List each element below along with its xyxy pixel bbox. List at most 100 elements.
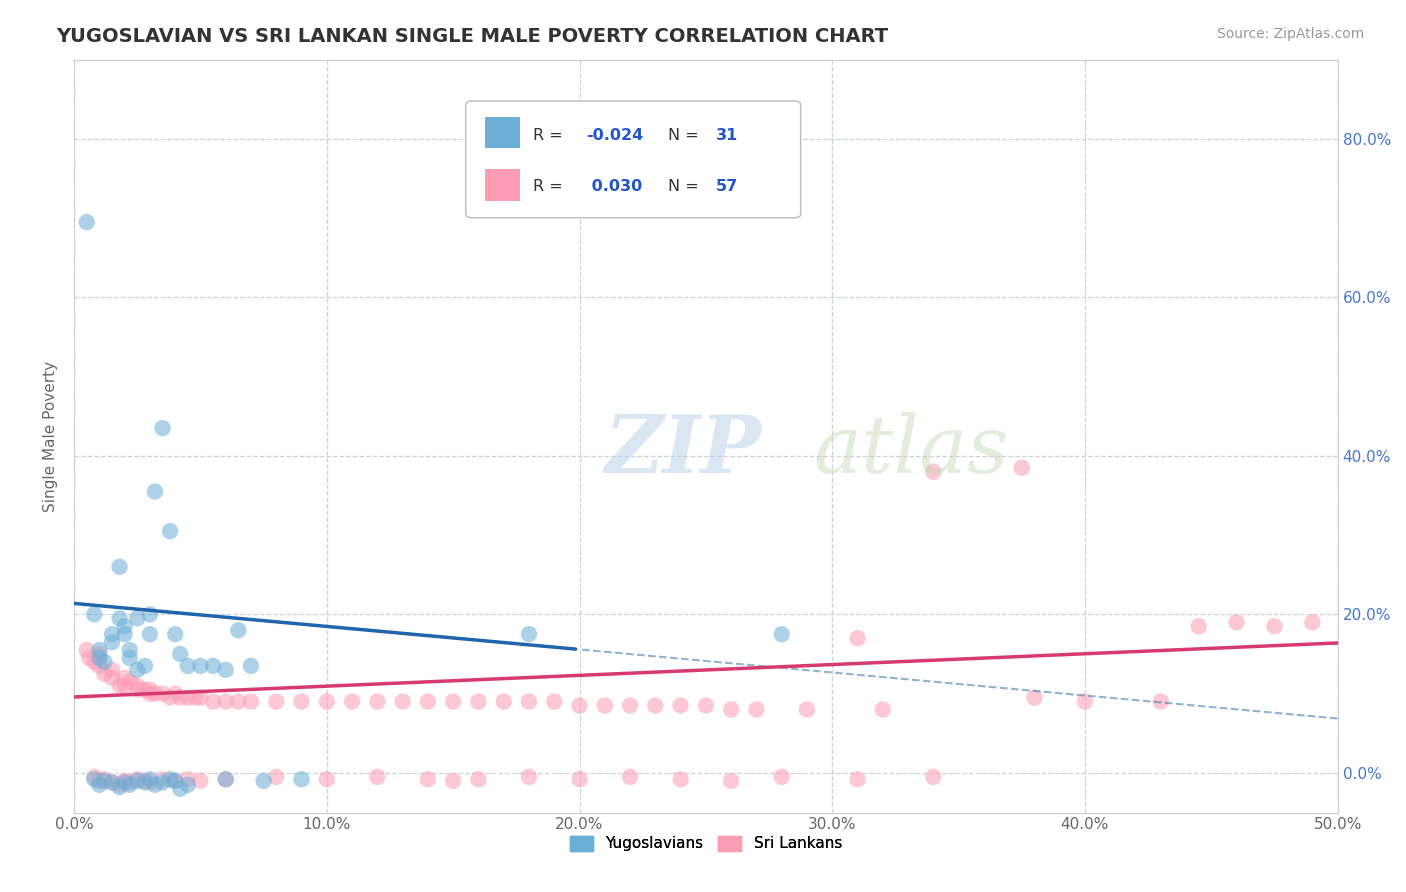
Point [165,687,187,701]
Point [1024,690,1046,705]
Point [159,772,181,787]
Point [139,627,162,641]
Point [159,524,181,538]
Point [143,484,166,499]
Point [134,659,156,673]
Y-axis label: Single Male Poverty: Single Male Poverty [44,360,58,512]
Point [416,695,439,709]
Point [118,674,141,689]
Point [1188,619,1211,633]
Point [108,679,131,693]
Point [228,624,250,638]
Point [568,698,591,713]
Text: N =: N = [668,128,699,143]
Text: R =: R = [533,128,562,143]
Point [215,663,238,677]
Point [76,643,98,657]
Point [467,772,489,787]
Point [177,659,200,673]
Point [76,215,98,229]
Point [315,695,337,709]
Point [340,695,363,709]
Point [143,778,166,792]
Point [89,778,111,792]
Point [770,770,793,784]
Point [240,695,263,709]
Point [228,695,250,709]
Point [114,679,136,693]
Point [290,695,312,709]
Point [169,647,191,661]
Point [745,702,768,716]
Point [108,611,131,625]
Point [517,695,540,709]
Point [108,780,131,794]
Point [165,627,187,641]
Point [127,682,149,697]
Point [152,687,174,701]
Point [139,682,162,697]
Point [101,775,124,789]
Point [1225,615,1247,630]
Point [846,631,869,645]
Point [315,772,337,787]
Point [83,607,105,622]
Text: YUGOSLAVIAN VS SRI LANKAN SINGLE MALE POVERTY CORRELATION CHART: YUGOSLAVIAN VS SRI LANKAN SINGLE MALE PO… [56,27,889,45]
Point [114,627,136,641]
Point [215,772,238,787]
Point [165,773,187,788]
Point [517,627,540,641]
Point [89,647,111,661]
FancyBboxPatch shape [485,117,520,148]
Point [215,695,238,709]
Point [619,698,641,713]
Point [127,663,149,677]
Point [108,778,131,792]
Point [872,702,894,716]
Point [89,773,111,788]
FancyBboxPatch shape [465,101,800,218]
Point [114,773,136,788]
Point [416,772,439,787]
Point [177,772,200,787]
Point [83,770,105,784]
Point [190,690,212,705]
Point [202,659,225,673]
Point [89,651,111,665]
Point [264,770,287,784]
Point [215,772,238,787]
Point [669,698,692,713]
Point [101,775,124,789]
Point [568,772,591,787]
Point [134,775,156,789]
Point [101,671,124,685]
Point [264,695,287,709]
Point [922,465,945,479]
Point [593,698,616,713]
Point [190,773,212,788]
Point [89,643,111,657]
Point [492,695,515,709]
Point [152,775,174,789]
Point [177,778,200,792]
Point [127,611,149,625]
FancyBboxPatch shape [485,169,520,201]
Point [114,671,136,685]
Point [1150,695,1173,709]
Point [108,559,131,574]
Point [517,770,540,784]
Point [366,695,388,709]
Point [467,695,489,709]
Point [139,772,162,787]
Point [169,781,191,796]
Point [720,702,742,716]
Point [89,659,111,673]
Point [118,651,141,665]
Point [134,682,156,697]
Point [83,655,105,669]
Point [127,773,149,788]
Point [1301,615,1323,630]
Point [543,695,565,709]
Text: -0.024: -0.024 [586,128,643,143]
Point [83,772,105,787]
